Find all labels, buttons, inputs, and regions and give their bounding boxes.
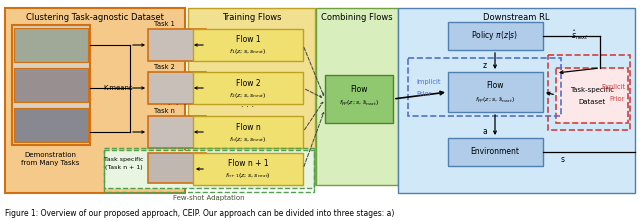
Bar — [14, 108, 88, 142]
Text: $f_{FP}(z; s, \hat{s}_{next})$: $f_{FP}(z; s, \hat{s}_{next})$ — [339, 98, 379, 108]
Text: Flow n: Flow n — [236, 122, 260, 131]
Text: (Task n + 1): (Task n + 1) — [105, 166, 143, 170]
Bar — [5, 8, 185, 193]
Text: Combining Flows: Combining Flows — [321, 13, 393, 21]
Text: Prior: Prior — [416, 91, 431, 97]
Text: $f_n(z; s, s_{next})$: $f_n(z; s, s_{next})$ — [229, 135, 267, 143]
Bar — [148, 116, 206, 148]
Text: Dataset: Dataset — [579, 99, 605, 105]
Bar — [193, 29, 303, 61]
Text: Flow 1: Flow 1 — [236, 36, 260, 44]
Bar — [193, 116, 303, 148]
Bar — [12, 25, 90, 145]
Bar — [398, 8, 635, 193]
Bar — [448, 72, 543, 112]
Bar — [193, 153, 303, 185]
Bar — [148, 153, 206, 183]
Text: Task n: Task n — [154, 108, 175, 114]
Text: Environment: Environment — [470, 147, 520, 156]
Text: s: s — [561, 156, 565, 164]
Text: Prior: Prior — [610, 96, 625, 102]
Text: z: z — [483, 61, 487, 69]
Bar — [104, 148, 314, 192]
Bar — [408, 58, 561, 116]
Bar — [193, 72, 303, 104]
Text: Training Flows: Training Flows — [222, 13, 282, 21]
Bar — [448, 22, 543, 50]
Bar — [148, 72, 206, 104]
Text: Explicit: Explicit — [601, 84, 625, 90]
Text: $f_{n+1}(z; s, s_{next})$: $f_{n+1}(z; s, s_{next})$ — [225, 171, 271, 181]
Text: ·  ·  ·: · · · — [168, 101, 186, 110]
Bar — [14, 68, 88, 102]
Text: Demonstration: Demonstration — [24, 152, 76, 158]
Bar — [188, 8, 315, 185]
Bar — [408, 58, 561, 116]
Text: $f_{FP}(z; s, \hat{s}_{next})$: $f_{FP}(z; s, \hat{s}_{next})$ — [475, 95, 515, 105]
Bar — [104, 150, 314, 188]
Text: Implicit: Implicit — [416, 79, 440, 85]
Text: $f_1(z; s, s_{next})$: $f_1(z; s, s_{next})$ — [229, 48, 267, 57]
Bar — [325, 75, 393, 123]
Bar — [556, 68, 628, 123]
Text: Figure 1: Overview of our proposed approach, CEIP. Our approach can be divided i: Figure 1: Overview of our proposed appro… — [5, 208, 394, 217]
Bar — [548, 55, 630, 130]
Text: Flow 2: Flow 2 — [236, 78, 260, 88]
Text: Task 2: Task 2 — [154, 64, 175, 70]
Bar — [14, 28, 88, 62]
Text: Clustering Task-agnostic Dataset: Clustering Task-agnostic Dataset — [26, 13, 164, 21]
Text: Task specific: Task specific — [104, 158, 144, 162]
Text: Downstream RL: Downstream RL — [483, 13, 549, 21]
Text: Flow n + 1: Flow n + 1 — [228, 160, 268, 168]
Text: Task-specific: Task-specific — [570, 87, 614, 93]
Text: from Many Tasks: from Many Tasks — [21, 160, 79, 166]
Text: Flow: Flow — [486, 82, 504, 91]
Text: Flow: Flow — [350, 84, 368, 93]
Text: Policy $\pi(z|s)$: Policy $\pi(z|s)$ — [472, 29, 518, 42]
Text: Task 1: Task 1 — [154, 21, 174, 27]
Bar — [316, 8, 398, 185]
Text: · · ·: · · · — [241, 103, 255, 112]
Text: $f_2(z; s, s_{next})$: $f_2(z; s, s_{next})$ — [229, 91, 267, 99]
Bar — [148, 29, 206, 61]
Text: a: a — [483, 126, 488, 135]
Bar — [448, 138, 543, 166]
Text: K-means: K-means — [103, 85, 133, 91]
Text: Few-shot Adaptation: Few-shot Adaptation — [173, 195, 245, 201]
Text: $\hat{s}_{next}$: $\hat{s}_{next}$ — [571, 28, 589, 42]
